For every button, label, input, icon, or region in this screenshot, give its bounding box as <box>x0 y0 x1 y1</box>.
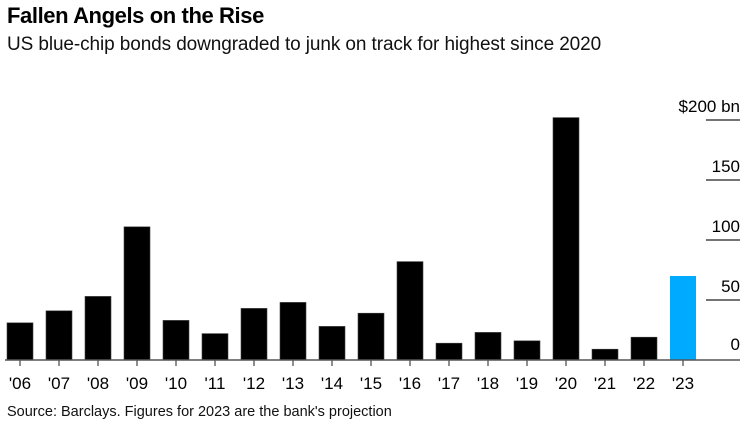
bar <box>240 308 268 361</box>
bar <box>630 336 658 361</box>
x-tick-label: '16 <box>399 374 421 393</box>
x-tick-label: '06 <box>9 374 31 393</box>
x-tick-label: '12 <box>243 374 265 393</box>
bar <box>513 340 541 361</box>
y-tick-label: $200 bn <box>679 97 740 116</box>
bar <box>435 342 463 361</box>
x-tick-label: '08 <box>87 374 109 393</box>
bar <box>279 302 307 361</box>
source-note: Source: Barclays. Figures for 2023 are t… <box>7 404 392 420</box>
x-tick-label: '09 <box>126 374 148 393</box>
bar <box>318 326 346 361</box>
x-tick-label: '11 <box>205 374 226 393</box>
x-tick-label: '17 <box>438 374 460 393</box>
x-tick-label: '13 <box>282 374 304 393</box>
bar <box>396 261 424 361</box>
bar <box>552 117 580 361</box>
y-tick-label: 50 <box>721 277 740 296</box>
bar <box>591 348 619 361</box>
x-tick-label: '23 <box>672 374 694 393</box>
x-tick-label: '21 <box>594 374 616 393</box>
y-tick-label: 150 <box>712 157 740 176</box>
x-tick-label: '20 <box>555 374 577 393</box>
x-tick-label: '18 <box>477 374 499 393</box>
bar <box>201 333 229 361</box>
x-tick-label: '07 <box>48 374 70 393</box>
x-tick-label: '15 <box>360 374 382 393</box>
bar <box>123 226 151 361</box>
bar <box>6 322 34 361</box>
bar <box>84 296 112 361</box>
x-tick-label: '14 <box>321 374 343 393</box>
y-tick-label: 0 <box>731 335 740 354</box>
x-tick-label: '22 <box>633 374 655 393</box>
bar <box>357 312 385 361</box>
chart-title: Fallen Angels on the Rise <box>7 3 264 28</box>
y-tick-label: 100 <box>712 217 740 236</box>
chart-subtitle: US blue-chip bonds downgraded to junk on… <box>7 34 602 55</box>
x-tick-label: '10 <box>165 374 187 393</box>
bar <box>670 276 696 360</box>
bar <box>162 320 190 361</box>
bar <box>45 310 73 361</box>
bar <box>474 332 502 361</box>
x-tick-label: '19 <box>516 374 538 393</box>
